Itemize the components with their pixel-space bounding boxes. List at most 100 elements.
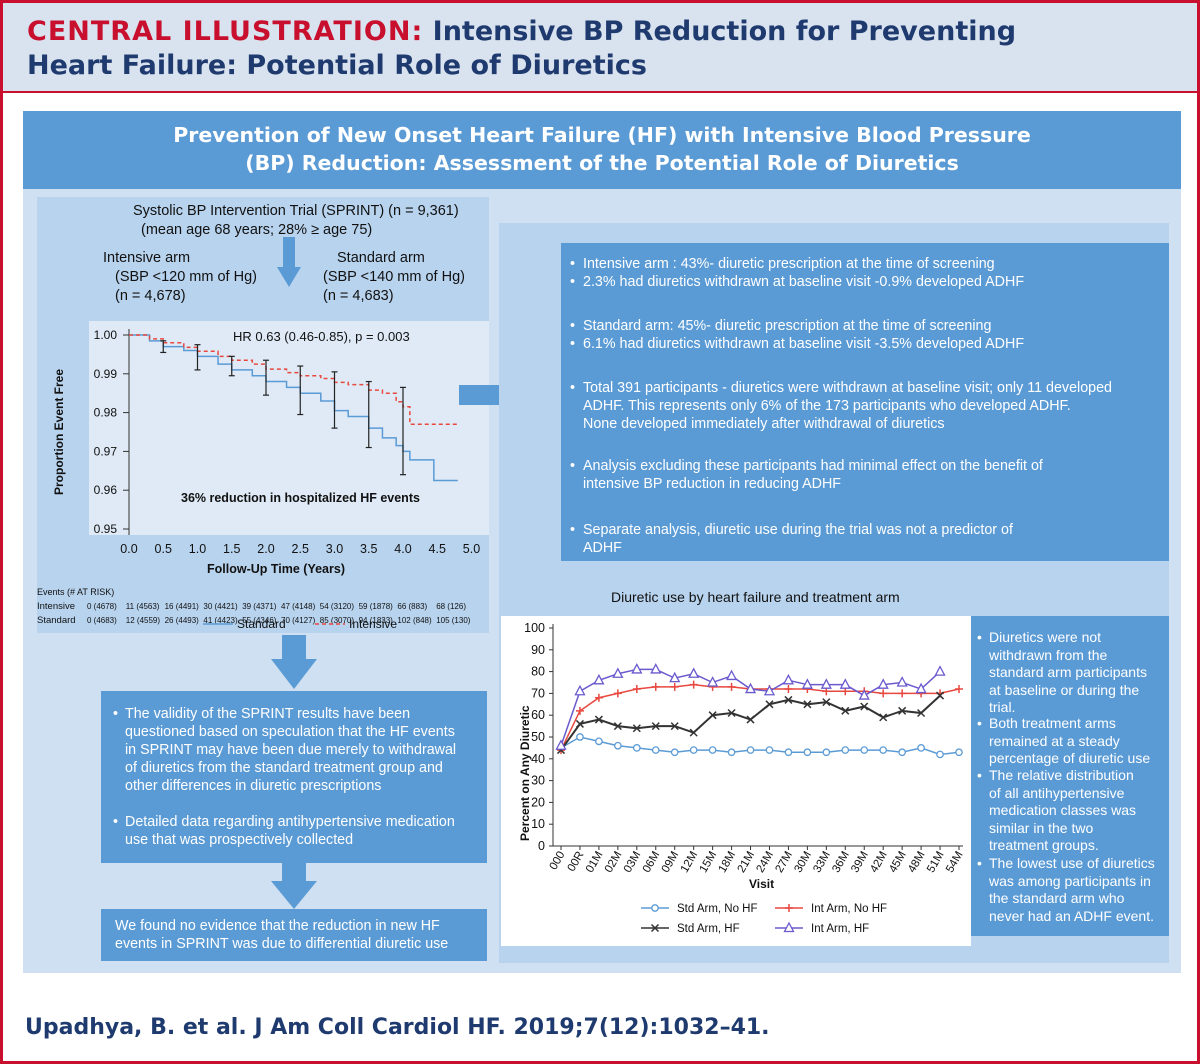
note-line: trial. (989, 699, 1016, 715)
chart2-point (725, 669, 738, 681)
chart2-point (595, 737, 603, 746)
bullet-dot: • (977, 629, 982, 645)
km-plot-bg (89, 321, 489, 535)
chart2-point (915, 682, 927, 694)
note-bullet: • Diuretics were not withdrawn from the sta… (977, 629, 1167, 717)
intensive-arm-info: Intensive arm (SBP <120 mm of Hg) (n = 4… (103, 249, 257, 306)
chart2-xtick-label: 51M (925, 850, 947, 875)
note-line: withdrawn from the (989, 646, 1108, 663)
chart2-point (879, 746, 888, 754)
km-risk-cell: 30 (4421) (203, 602, 238, 611)
chart2-point (765, 700, 774, 709)
chart2-xtick-label: 00R (566, 850, 587, 874)
standard-arm-info: Standard arm (SBP <140 mm of Hg) (n = 4,… (323, 249, 465, 306)
chart2-title: Diuretic use by heart failure and treatm… (611, 589, 900, 605)
km-risk-cell: 55 (4346) (242, 616, 277, 625)
km-risk-cell: 12 (4559) (126, 616, 161, 625)
chart2-point (858, 689, 870, 700)
chart2-point (877, 678, 889, 689)
finding-box (101, 909, 487, 961)
chart2-point (707, 676, 719, 687)
km-risk-cell: 47 (4148) (281, 602, 316, 611)
chart2-point (689, 680, 698, 689)
chart2-point (688, 667, 700, 678)
km-ytick-label: 1.00 (94, 328, 118, 342)
chart2-xtick-label: 02M (603, 850, 625, 875)
km-xtick-label: 1.0 (189, 542, 206, 556)
chart2-point (575, 706, 584, 715)
chart2-point (650, 663, 662, 674)
chart2-point (594, 693, 603, 702)
notes-box (971, 616, 1169, 936)
chart2-point (669, 671, 681, 683)
chart2-legend-marker (783, 921, 795, 933)
findings-bullet-line: ADHF (583, 540, 622, 556)
chart2-xtick-label: 06M (641, 850, 663, 875)
citation: Upadhya, B. et al. J Am Coll Cardiol HF.… (25, 1015, 770, 1040)
km-risk-cell: 54 (3120) (320, 602, 355, 611)
validity-box (101, 691, 487, 863)
note-line: treatment groups. (989, 837, 1099, 853)
note-line: medication classes was (989, 802, 1137, 818)
km-xtick-label: 1.5 (223, 542, 240, 556)
note-line: never had an ADHF event. (989, 907, 1154, 924)
validity-line: other differences in diuretic prescripti… (125, 778, 382, 794)
findings-bullet-line: Standard arm: 45%- diuretic prescription… (583, 318, 992, 334)
km-xtick-label: 5.0 (463, 542, 480, 556)
chart2-point (727, 708, 736, 718)
findings-bullet-line: intensive BP reduction in reducing ADHF (583, 476, 842, 492)
bullet-dot: • (570, 256, 576, 272)
chart2-point (763, 684, 776, 696)
chart2-xtick-label: 24M (754, 850, 776, 875)
bullet-dot: • (113, 814, 119, 830)
findings-bullet: • Total 391 participants - diuretics were… (570, 379, 1163, 433)
chart2-point (936, 750, 944, 759)
validity-line: in SPRINT may have been due merely to wi… (125, 742, 457, 758)
chart2-xtick-label: 48M (906, 850, 928, 875)
chart2-ytick-label: 0 (538, 839, 545, 853)
bullet-dot: • (977, 715, 982, 731)
chart2-series-line (560, 736, 960, 756)
validity-line: of diuretics from the standard treatment… (125, 760, 443, 776)
finding-text: We found no evidence that the reduction … (115, 917, 485, 953)
bullet-dot: • (570, 380, 576, 396)
chart2-point (689, 746, 698, 754)
km-risk-cell: 11 (4563) (126, 602, 160, 611)
chart2-xtick-label: 21M (736, 850, 758, 875)
chart2-point (803, 748, 812, 757)
arrow-down-icon (277, 237, 301, 287)
content-panel: Prevention of New Onset Heart Failure (H… (23, 111, 1181, 973)
validity-line: questioned based on speculation that the… (125, 724, 455, 740)
chart2-point (670, 682, 679, 691)
km-ytick-label: 0.96 (94, 483, 118, 497)
chart2-ytick-label: 100 (524, 621, 545, 635)
bullet-dot: • (570, 336, 576, 352)
validity-line: The validity of the SPRINT results have … (125, 706, 411, 722)
findings-bullets (561, 243, 1169, 561)
bullet-dot: • (570, 318, 576, 334)
chart2-xtick-label: 54M (944, 850, 966, 875)
intensive-label: Intensive arm (103, 250, 191, 266)
findings-bullet-line: None developed immediately after withdra… (583, 416, 945, 432)
chart2-xlabel: Visit (749, 877, 774, 891)
findings-bullet: • Analysis excluding these participants h… (570, 457, 1163, 493)
km-xtick-label: 3.0 (326, 542, 343, 556)
km-ytick-label: 0.95 (94, 522, 118, 536)
chart2-point (934, 665, 946, 676)
km-risk-row-label: Standard (37, 615, 76, 626)
chart2-ytick-label: 30 (531, 774, 545, 788)
standard-label: Standard arm (337, 250, 425, 266)
chart2-point (803, 700, 812, 709)
km-risk-cell: 105 (130) (436, 616, 471, 625)
note-line: remained at a steady (989, 732, 1120, 749)
chart2-point (744, 682, 757, 694)
chart2-ytick-label: 80 (531, 665, 545, 679)
chart2-point (898, 689, 907, 698)
chart2-point (593, 673, 605, 685)
km-ytick-label: 0.97 (94, 444, 118, 458)
chart2-point (898, 706, 907, 715)
km-risk-cell: 66 (883) (397, 602, 427, 611)
chart2-point (670, 722, 679, 731)
chart2-xtick-label: 27M (773, 850, 795, 875)
note-bullet: • The lowest use of diuretics was among pa… (977, 855, 1167, 925)
